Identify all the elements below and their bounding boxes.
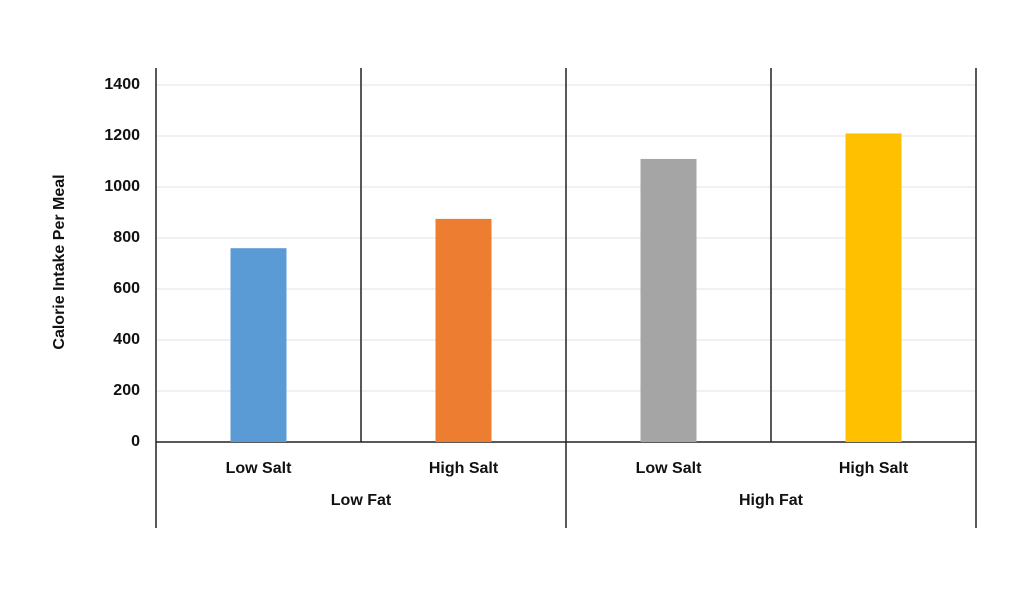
- group-label: Low Fat: [331, 492, 392, 509]
- y-tick-label: 1200: [104, 127, 140, 144]
- x-tick-label: Low Salt: [226, 460, 292, 477]
- y-tick-label: 1400: [104, 76, 140, 93]
- bar: [640, 158, 697, 442]
- y-tick-label: 600: [113, 280, 140, 297]
- y-tick-label: 0: [131, 433, 140, 450]
- x-tick-label: Low Salt: [636, 460, 702, 477]
- bar: [230, 248, 287, 442]
- bar: [845, 133, 902, 442]
- x-tick-label: High Salt: [839, 460, 909, 477]
- y-tick-label: 400: [113, 331, 140, 348]
- y-tick-label: 200: [113, 382, 140, 399]
- bar: [435, 218, 492, 442]
- y-axis-label: Calorie Intake Per Meal: [51, 174, 68, 349]
- y-tick-label: 1000: [104, 178, 140, 195]
- y-tick-label: 800: [113, 229, 140, 246]
- x-tick-label: High Salt: [429, 460, 499, 477]
- group-label: High Fat: [739, 492, 804, 509]
